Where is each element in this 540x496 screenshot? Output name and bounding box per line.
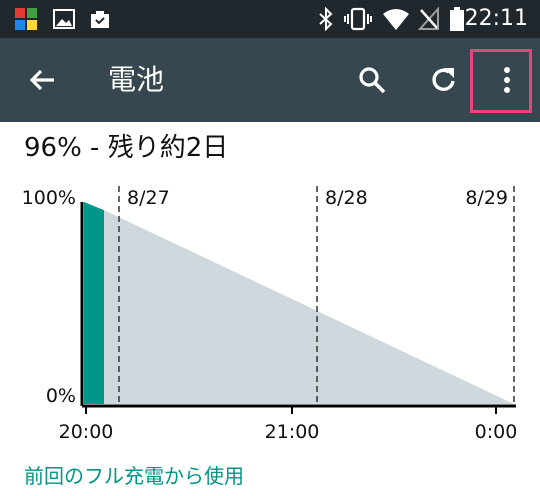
status-bar: 22:11 xyxy=(0,0,540,38)
image-icon xyxy=(53,9,75,29)
bluetooth-icon xyxy=(319,7,333,31)
back-arrow-icon xyxy=(29,69,54,91)
x-label-0-00: 0:00 xyxy=(475,421,518,443)
y-label-100: 100% xyxy=(22,187,76,209)
search-icon xyxy=(359,67,386,94)
x-label-21-00: 21:00 xyxy=(265,421,320,443)
clock: 22:11 xyxy=(464,6,528,31)
search-button[interactable] xyxy=(350,58,394,102)
day-label-8-27: 8/27 xyxy=(127,187,170,209)
history-fill xyxy=(84,202,104,404)
history-bar xyxy=(84,202,104,404)
day-label-8-28: 8/28 xyxy=(325,187,368,209)
x-label-20-00: 20:00 xyxy=(59,421,114,443)
battery-summary: 96% - 残り約2日 xyxy=(24,133,229,163)
battery-icon xyxy=(450,7,464,31)
more-vert-icon xyxy=(504,67,510,93)
no-sim-icon xyxy=(418,7,439,30)
day-label-8-29: 8/29 xyxy=(465,187,508,209)
battery-chart: 100% 0% 8/27 8/28 8/29 20:00 21:00 0:00 xyxy=(22,186,518,443)
overflow-menu-button[interactable] xyxy=(485,58,529,102)
avg-app-icon xyxy=(15,8,37,30)
back-button[interactable] xyxy=(20,58,64,102)
app-bar: 電池 xyxy=(0,38,540,122)
wifi-icon xyxy=(383,9,409,30)
refresh-button[interactable] xyxy=(422,58,466,102)
vibrate-icon xyxy=(344,7,372,31)
usage-since-full-charge-link[interactable]: 前回のフル充電から使用 xyxy=(24,464,244,488)
refresh-icon xyxy=(432,68,455,91)
overflow-menu-highlight xyxy=(470,49,532,113)
briefcase-check-icon xyxy=(91,11,109,28)
projection-area xyxy=(104,210,514,404)
page-title: 電池 xyxy=(108,63,165,96)
y-label-0: 0% xyxy=(46,385,76,407)
projection-fill xyxy=(104,210,514,404)
